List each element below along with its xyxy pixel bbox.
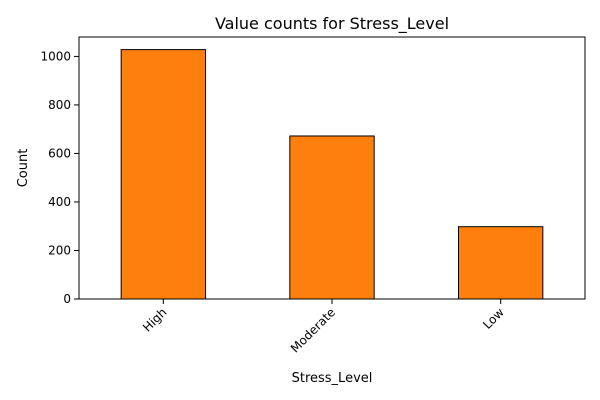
y-tick-label: 400 bbox=[48, 195, 71, 209]
x-tick-label-high: High bbox=[140, 305, 169, 334]
x-tick-label-moderate: Moderate bbox=[288, 305, 338, 355]
bar-high bbox=[120, 49, 206, 300]
y-tick-label: 600 bbox=[48, 146, 71, 160]
axes-frame bbox=[78, 36, 586, 300]
bar-moderate bbox=[289, 135, 375, 300]
y-axis-label: Count bbox=[16, 149, 31, 188]
y-tick-label: 800 bbox=[48, 98, 71, 112]
y-tick-label: 1000 bbox=[40, 49, 71, 63]
plot-area: 0 200 400 600 800 1000 High Moderate Low bbox=[40, 36, 586, 355]
y-tick-label: 200 bbox=[48, 243, 71, 257]
chart-title: Value counts for Stress_Level bbox=[215, 14, 449, 34]
x-tick-label-low: Low bbox=[480, 305, 507, 332]
y-tick-label: 0 bbox=[63, 292, 71, 306]
x-axis-label: Stress_Level bbox=[292, 371, 373, 386]
bar-low bbox=[458, 226, 544, 300]
